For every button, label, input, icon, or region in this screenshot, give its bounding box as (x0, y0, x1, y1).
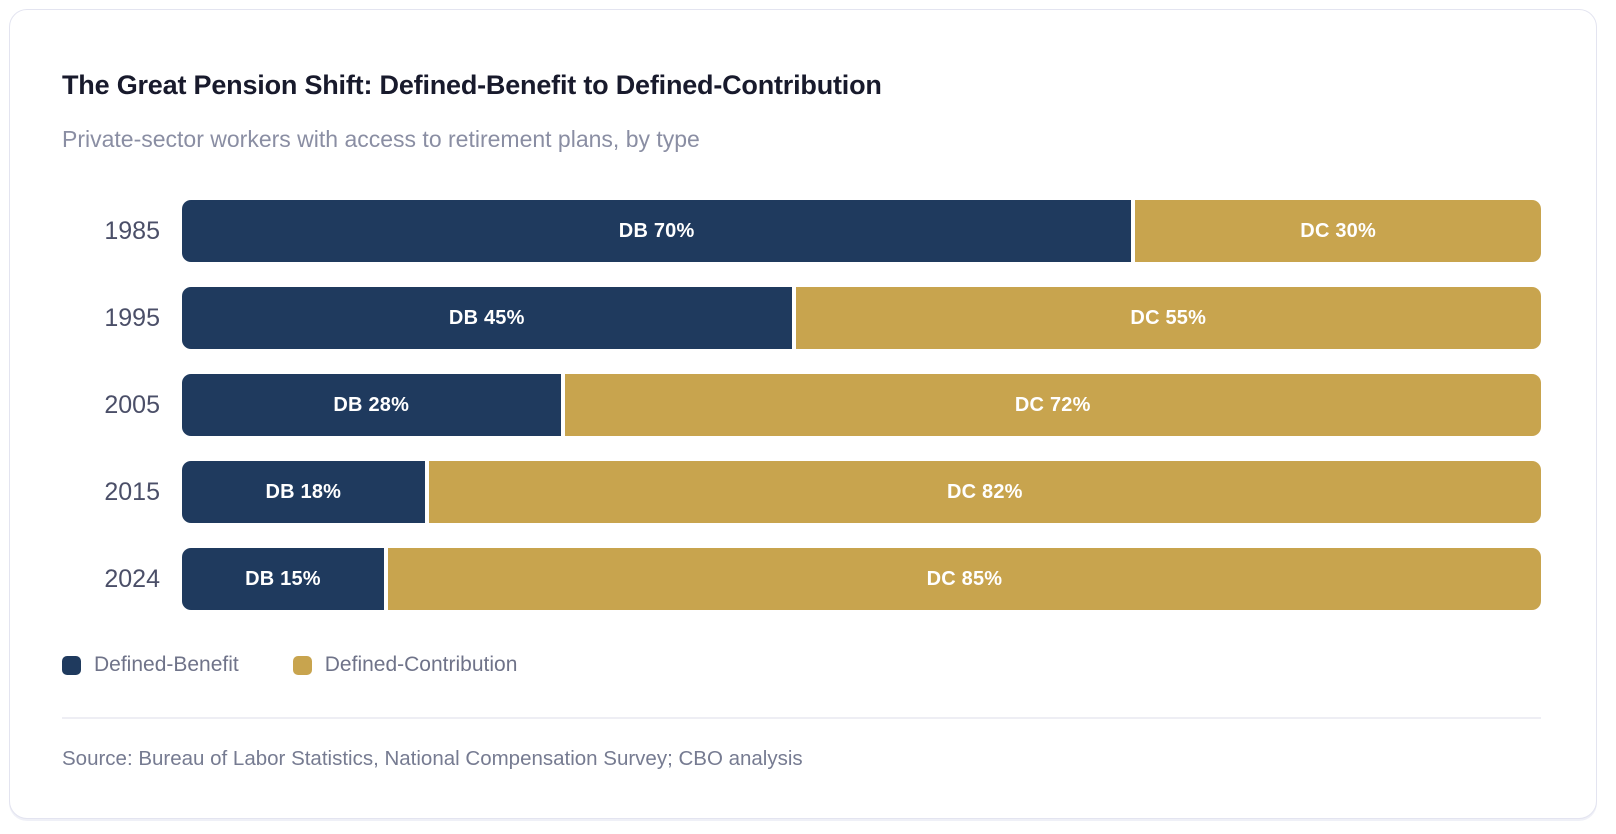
stacked-bar: DB 15% DC 85% (182, 548, 1541, 610)
legend-label: Defined-Benefit (94, 653, 239, 676)
bar-segment-defined-contribution: DC 85% (387, 548, 1541, 610)
year-label: 2015 (104, 477, 160, 506)
chart-row: 2024 DB 15% DC 85% (62, 548, 1541, 610)
chart-title: The Great Pension Shift: Defined-Benefit… (62, 70, 882, 100)
bar-segment-defined-benefit: DB 45% (182, 287, 792, 349)
stacked-bar: DB 18% DC 82% (182, 461, 1541, 523)
stacked-bar: DB 70% DC 30% (182, 200, 1541, 262)
chart-subtitle: Private-sector workers with access to re… (62, 126, 700, 152)
chart-row: 2005 DB 28% DC 72% (62, 374, 1541, 436)
chart-row: 1985 DB 70% DC 30% (62, 200, 1541, 262)
bar-segment-defined-benefit: DB 18% (182, 461, 425, 523)
stacked-bar: DB 45% DC 55% (182, 287, 1541, 349)
year-label: 1995 (104, 303, 160, 332)
chart-legend: Defined-Benefit Defined-Contribution (62, 653, 1541, 677)
chart-row: 1995 DB 45% DC 55% (62, 287, 1541, 349)
legend-item: Defined-Benefit (62, 653, 239, 677)
legend-item: Defined-Contribution (292, 653, 518, 677)
chart-row: 2015 DB 18% DC 82% (62, 461, 1541, 523)
year-label: 2024 (104, 564, 160, 593)
legend-label: Defined-Contribution (324, 653, 518, 676)
legend-swatch-icon (292, 655, 312, 675)
stacked-bar-chart: 1985 DB 70% DC 30% 1995 DB 45% DC 55% 2005 DB 2… (62, 200, 1541, 610)
bar-segment-defined-benefit: DB 15% (182, 548, 384, 610)
divider (62, 717, 1541, 719)
bar-segment-defined-contribution: DC 82% (428, 461, 1541, 523)
legend-swatch-icon (62, 655, 81, 675)
source-note: Source: Bureau of Labor Statistics, Nati… (62, 747, 803, 770)
bar-segment-defined-contribution: DC 30% (1135, 200, 1541, 262)
year-label: 1985 (104, 216, 160, 245)
bar-segment-defined-benefit: DB 28% (182, 374, 561, 436)
bar-segment-defined-contribution: DC 72% (564, 374, 1541, 436)
stacked-bar: DB 28% DC 72% (182, 374, 1541, 436)
chart-card: The Great Pension Shift: Defined-Benefit… (9, 9, 1597, 819)
bar-segment-defined-benefit: DB 70% (182, 200, 1132, 262)
year-label: 2005 (104, 390, 160, 419)
bar-segment-defined-contribution: DC 55% (795, 287, 1541, 349)
